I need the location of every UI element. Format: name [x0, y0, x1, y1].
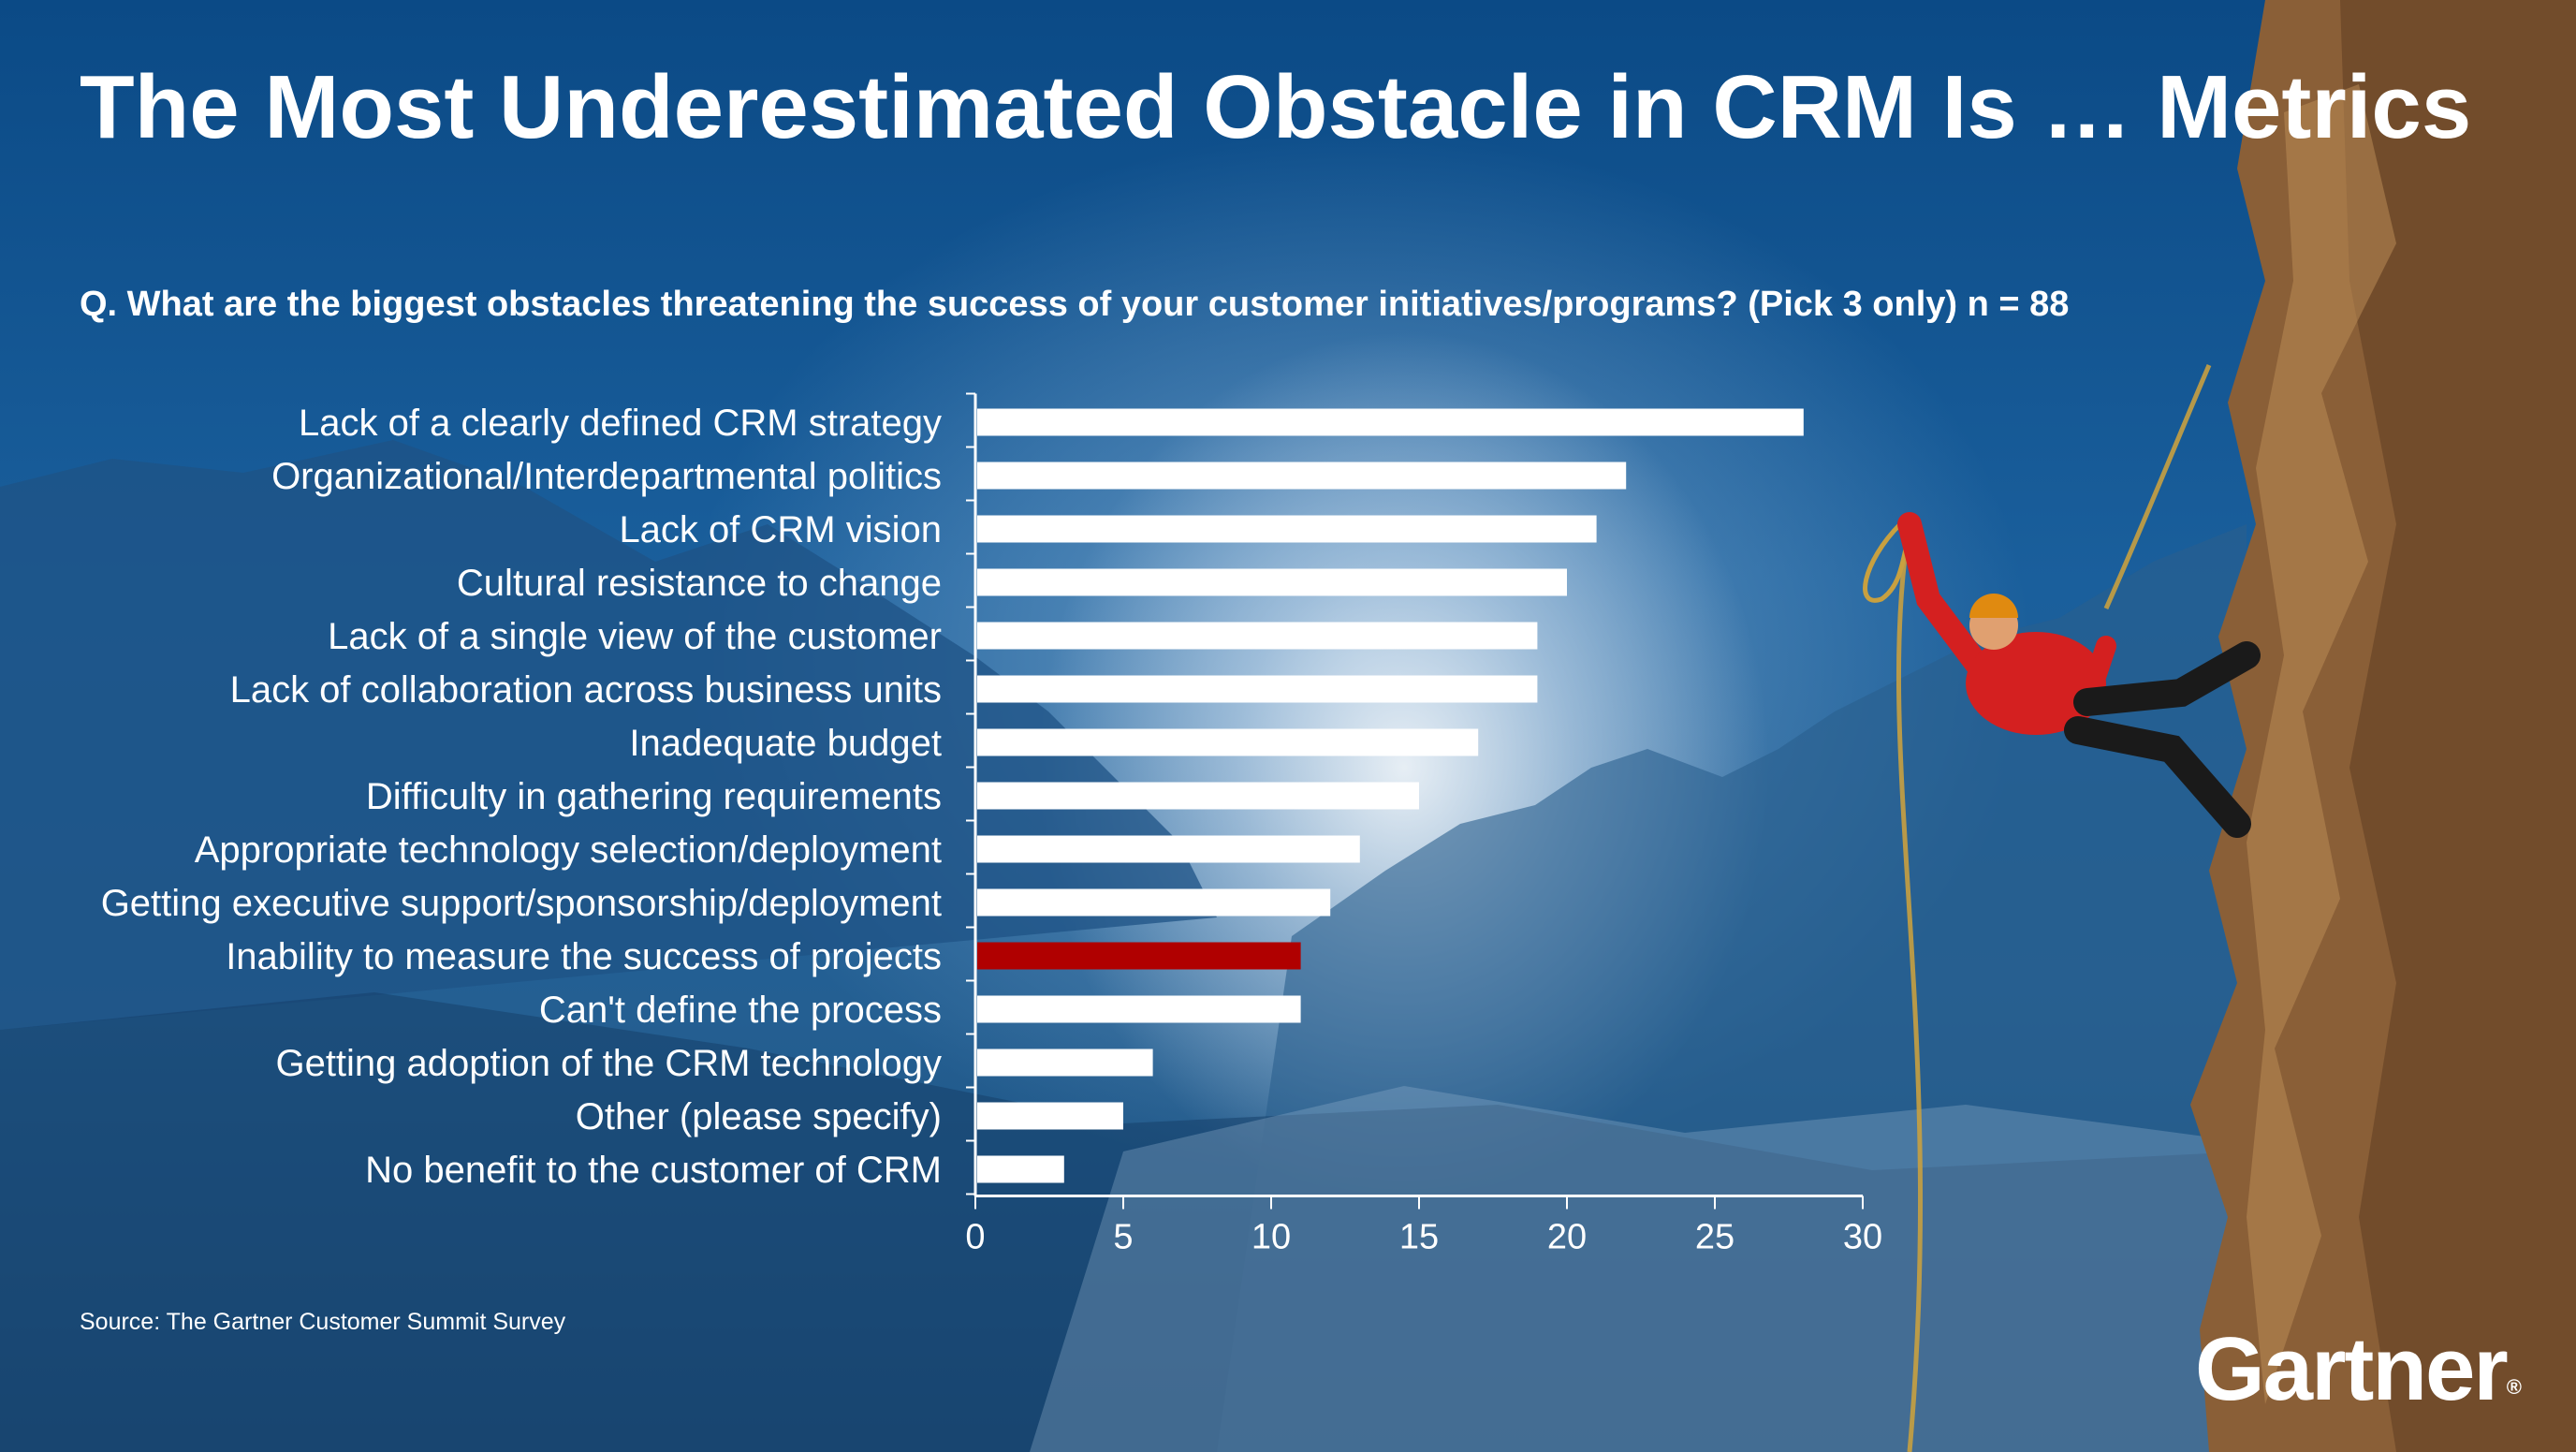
category-label: Getting adoption of the CRM technology — [275, 1043, 942, 1084]
gartner-logo: Gartner® — [2195, 1318, 2522, 1421]
category-label: Organizational/Interdepartmental politic… — [271, 456, 942, 497]
rock-cliff-shadow — [2340, 0, 2576, 1452]
slide-title: The Most Underestimated Obstacle in CRM … — [80, 57, 2472, 157]
category-label: Other (please specify) — [576, 1096, 942, 1137]
x-tick-label: 15 — [1399, 1218, 1439, 1257]
foreground-slope — [0, 992, 2247, 1452]
category-label: Inadequate budget — [629, 723, 942, 764]
gartner-logo-text: Gartner — [2195, 1319, 2509, 1419]
bar — [977, 835, 1360, 863]
survey-question: Q. What are the biggest obstacles threat… — [80, 285, 2070, 324]
bar — [977, 782, 1419, 810]
source-note: Source: The Gartner Customer Summit Surv… — [80, 1309, 566, 1335]
category-label: Difficulty in gathering requirements — [366, 776, 942, 817]
bar — [977, 1102, 1123, 1130]
rope — [1895, 364, 2212, 1452]
bar — [977, 515, 1597, 543]
bar — [977, 1155, 1064, 1183]
bar — [977, 888, 1331, 917]
bar — [977, 462, 1627, 490]
mountain-range-left — [0, 440, 1217, 1030]
bar — [977, 568, 1567, 596]
category-label: Lack of a single view of the customer — [328, 616, 942, 657]
bar — [977, 408, 1804, 436]
category-label: Lack of CRM vision — [619, 509, 942, 550]
bar-highlighted — [977, 942, 1301, 970]
category-label: Can't define the process — [539, 990, 942, 1031]
category-label: Appropriate technology selection/deploym… — [195, 829, 942, 871]
bar — [977, 675, 1538, 703]
x-tick-label: 0 — [965, 1218, 985, 1257]
climber-figure — [1897, 512, 2261, 838]
bar — [977, 995, 1301, 1023]
category-label: Cultural resistance to change — [457, 563, 942, 604]
category-label: Lack of collaboration across business un… — [230, 669, 942, 711]
x-tick-label: 10 — [1251, 1218, 1291, 1257]
bar — [977, 1049, 1153, 1077]
x-tick-label: 30 — [1843, 1218, 1882, 1257]
rock-cliff-highlight — [2247, 84, 2396, 1404]
category-label: Getting executive support/sponsorship/de… — [101, 883, 942, 924]
x-tick-label: 5 — [1113, 1218, 1133, 1257]
registered-mark: ® — [2506, 1375, 2522, 1399]
x-tick-label: 25 — [1695, 1218, 1734, 1257]
bar — [977, 622, 1538, 650]
bar — [977, 728, 1479, 756]
category-label: No benefit to the customer of CRM — [365, 1150, 942, 1191]
x-tick-label: 20 — [1547, 1218, 1587, 1257]
category-label: Lack of a clearly defined CRM strategy — [299, 403, 942, 444]
snow-slope — [1030, 1086, 2247, 1452]
category-label: Inability to measure the success of proj… — [226, 936, 942, 977]
